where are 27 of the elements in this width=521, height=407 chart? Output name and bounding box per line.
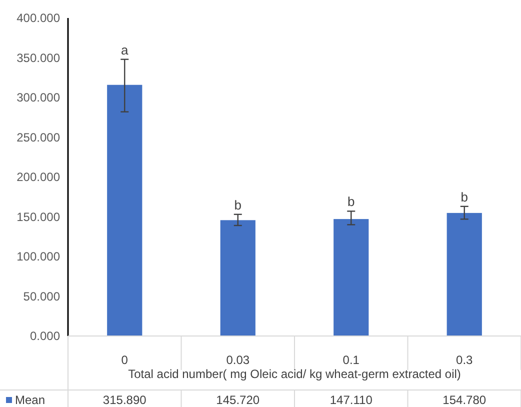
data-label: 147.110 xyxy=(330,393,373,407)
x-axis-title: Total acid number( mg Oleic acid/ kg wheat-germ extracted oil) xyxy=(128,367,461,381)
y-tick-label: 400.000 xyxy=(16,11,60,26)
y-tick-label: 350.000 xyxy=(16,50,60,65)
x-tick-label: 0.1 xyxy=(342,353,360,368)
x-tick-label: 0.03 xyxy=(226,353,250,368)
data-label: 315.890 xyxy=(102,393,147,407)
annotation: b xyxy=(348,194,355,210)
bar xyxy=(107,84,142,336)
data-label: 154.780 xyxy=(442,393,486,407)
bar xyxy=(334,219,369,336)
bar xyxy=(220,220,256,336)
annotation: b xyxy=(234,197,242,212)
bar xyxy=(446,212,482,336)
data-label: 145.720 xyxy=(216,393,260,407)
y-tick-label: 300.000 xyxy=(16,90,60,105)
legend-label: Mean xyxy=(15,393,46,407)
y-tick-label: 150.000 xyxy=(16,210,60,224)
x-tick-label: 0.3 xyxy=(456,353,474,368)
y-tick-label: 50.000 xyxy=(23,289,60,304)
y-tick-label: 200.000 xyxy=(16,170,60,184)
y-tick-label: 250.000 xyxy=(16,130,60,144)
annotation: a xyxy=(121,42,130,58)
x-tick-label: 0 xyxy=(121,353,128,368)
annotation: b xyxy=(460,189,468,204)
y-tick-label: 100.000 xyxy=(16,250,60,264)
y-tick-label: 0.000 xyxy=(30,329,60,344)
